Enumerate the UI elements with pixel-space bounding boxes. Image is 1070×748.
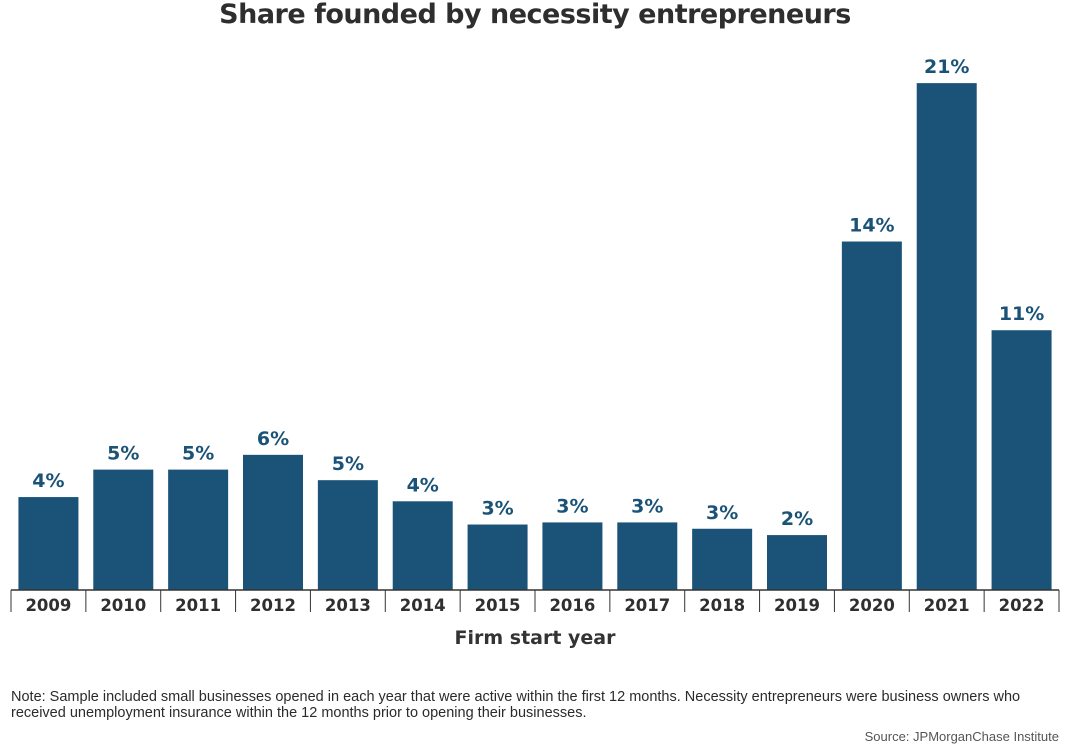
bar bbox=[542, 522, 603, 590]
x-tick-label: 2014 bbox=[400, 596, 446, 615]
x-tick-label: 2016 bbox=[549, 596, 595, 615]
x-tick-label: 2015 bbox=[475, 596, 521, 615]
data-label: 6% bbox=[257, 428, 289, 450]
x-tick-label: 2013 bbox=[325, 596, 371, 615]
bar bbox=[916, 83, 977, 590]
x-tick-label: 2010 bbox=[100, 596, 146, 615]
data-label: 5% bbox=[182, 443, 214, 465]
bar bbox=[767, 535, 827, 590]
x-tick-label: 2017 bbox=[624, 596, 670, 615]
data-label: 3% bbox=[556, 495, 588, 517]
bar bbox=[93, 469, 154, 590]
data-label: 5% bbox=[332, 453, 364, 475]
data-label: 4% bbox=[407, 474, 439, 496]
bar bbox=[467, 524, 528, 590]
chart-source: Source: JPMorganChase Institute bbox=[864, 729, 1059, 744]
bar-chart: 4% 2009 5% 2010 5% 2011 6% 2012 5% 2013 4% 2014 3% 20… bbox=[10, 56, 1060, 615]
x-tick-label: 2019 bbox=[774, 596, 820, 615]
x-tick-label: 2018 bbox=[699, 596, 745, 615]
bar bbox=[841, 241, 902, 590]
data-label: 4% bbox=[32, 470, 64, 492]
x-tick-label: 2012 bbox=[250, 596, 296, 615]
chart-title: Share founded by necessity entrepreneurs bbox=[219, 0, 851, 30]
x-tick-label: 2009 bbox=[25, 596, 71, 615]
data-label: 21% bbox=[924, 56, 969, 78]
data-label: 3% bbox=[481, 498, 513, 520]
data-label: 3% bbox=[706, 502, 738, 524]
bar bbox=[18, 497, 79, 590]
data-label: 11% bbox=[999, 303, 1044, 325]
bar bbox=[317, 480, 378, 590]
x-axis-label: Firm start year bbox=[454, 627, 616, 649]
bar bbox=[617, 522, 678, 590]
data-label: 3% bbox=[631, 495, 663, 517]
chart-note: Note: Sample included small businesses o… bbox=[11, 689, 1021, 721]
x-tick-label: 2011 bbox=[175, 596, 221, 615]
x-tick-label: 2021 bbox=[924, 596, 970, 615]
bar bbox=[392, 501, 453, 590]
bar bbox=[168, 469, 229, 590]
bar bbox=[243, 454, 303, 590]
x-tick-label: 2020 bbox=[849, 596, 895, 615]
x-tick-label: 2022 bbox=[999, 596, 1045, 615]
data-label: 14% bbox=[849, 215, 894, 237]
data-label: 5% bbox=[107, 443, 139, 465]
bar bbox=[692, 528, 753, 590]
bar bbox=[991, 330, 1052, 590]
data-label: 2% bbox=[781, 508, 813, 530]
